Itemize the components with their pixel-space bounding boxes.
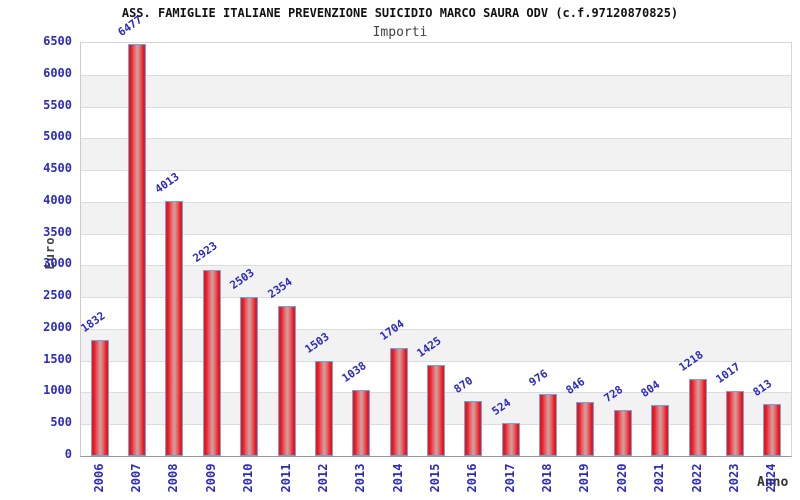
bar-2024 xyxy=(763,404,782,456)
x-tick-2017: 2017 xyxy=(502,463,517,493)
background-band xyxy=(81,328,791,361)
gridline-1500 xyxy=(81,360,791,362)
bar-2023 xyxy=(725,391,744,456)
y-tick-5000: 5000 xyxy=(43,129,72,144)
bar-2011 xyxy=(277,306,296,456)
background-band xyxy=(81,138,791,171)
y-tick-4500: 4500 xyxy=(43,161,72,176)
background-band xyxy=(81,265,791,298)
background-band xyxy=(81,297,791,329)
y-tick-500: 500 xyxy=(50,415,72,430)
bar-2018 xyxy=(539,394,558,456)
bar-2022 xyxy=(688,378,707,456)
bar-2008 xyxy=(165,201,184,456)
bar-2021 xyxy=(651,404,670,456)
bar-2015 xyxy=(427,365,445,456)
background-band xyxy=(81,43,791,75)
y-tick-5500: 5500 xyxy=(43,97,72,112)
y-tick-6500: 6500 xyxy=(43,34,72,48)
x-tick-2008: 2008 xyxy=(166,463,181,493)
gridline-3000 xyxy=(81,265,791,267)
gridline-6000 xyxy=(81,74,791,76)
x-axis-label: Anno xyxy=(757,475,789,490)
gridline-5000 xyxy=(81,138,791,140)
gridline-3500 xyxy=(81,233,791,235)
gridline-2000 xyxy=(81,328,791,330)
bar-2006 xyxy=(90,339,109,456)
x-tick-2006: 2006 xyxy=(91,463,106,493)
gridline-4000 xyxy=(81,201,791,203)
bar-2019 xyxy=(576,402,595,456)
bar-2014 xyxy=(389,347,408,456)
gridline-2500 xyxy=(81,297,791,299)
background-band xyxy=(81,74,791,107)
background-band xyxy=(81,201,791,234)
x-tick-2012: 2012 xyxy=(315,463,330,493)
y-tick-6000: 6000 xyxy=(43,65,72,80)
bar-2009 xyxy=(202,270,221,456)
chart-subtitle: Importi xyxy=(372,25,428,40)
bar-2016 xyxy=(464,400,483,456)
bar-2012 xyxy=(314,360,333,456)
y-tick-1000: 1000 xyxy=(43,383,72,398)
y-tick-4000: 4000 xyxy=(43,192,72,207)
x-tick-2013: 2013 xyxy=(353,463,368,493)
chart-title: ASS. FAMIGLIE ITALIANE PREVENZIONE SUICI… xyxy=(121,6,679,20)
x-tick-2016: 2016 xyxy=(465,463,480,493)
y-tick-3500: 3500 xyxy=(43,224,72,239)
x-tick-2019: 2019 xyxy=(577,463,592,493)
background-band xyxy=(81,170,791,202)
y-tick-1500: 1500 xyxy=(43,351,72,366)
plot-area xyxy=(80,42,792,457)
x-tick-2024: 2024 xyxy=(764,463,779,493)
x-tick-2014: 2014 xyxy=(390,463,405,493)
y-tick-3000: 3000 xyxy=(43,256,72,271)
background-band xyxy=(81,233,791,266)
bar-2010 xyxy=(240,296,259,456)
bar-2007 xyxy=(128,44,147,456)
x-tick-2009: 2009 xyxy=(203,463,218,493)
x-tick-2010: 2010 xyxy=(241,463,256,493)
x-tick-2018: 2018 xyxy=(540,463,555,493)
x-tick-2021: 2021 xyxy=(652,463,667,493)
y-tick-2500: 2500 xyxy=(43,288,72,303)
y-tick-0: 0 xyxy=(64,447,72,461)
x-tick-2011: 2011 xyxy=(278,463,293,493)
x-tick-2022: 2022 xyxy=(689,463,704,493)
bar-2017 xyxy=(501,422,520,456)
gridline-4500 xyxy=(81,170,791,172)
gridline-5500 xyxy=(81,106,791,108)
x-tick-2007: 2007 xyxy=(129,463,144,493)
x-tick-2020: 2020 xyxy=(614,463,629,493)
x-tick-2015: 2015 xyxy=(428,463,442,493)
bar-2013 xyxy=(352,390,371,456)
x-tick-2023: 2023 xyxy=(726,463,741,493)
background-band xyxy=(81,106,791,139)
y-tick-2000: 2000 xyxy=(43,319,72,334)
bar-2020 xyxy=(613,409,632,456)
